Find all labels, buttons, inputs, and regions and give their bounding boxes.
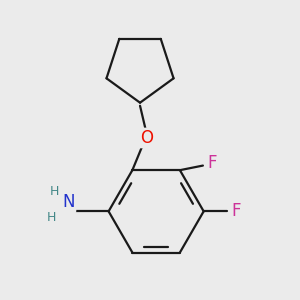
Text: O: O [140,129,153,147]
Text: H: H [50,185,60,198]
Text: H: H [47,211,56,224]
Text: N: N [62,193,75,211]
Text: F: F [207,154,217,172]
Text: F: F [231,202,241,220]
